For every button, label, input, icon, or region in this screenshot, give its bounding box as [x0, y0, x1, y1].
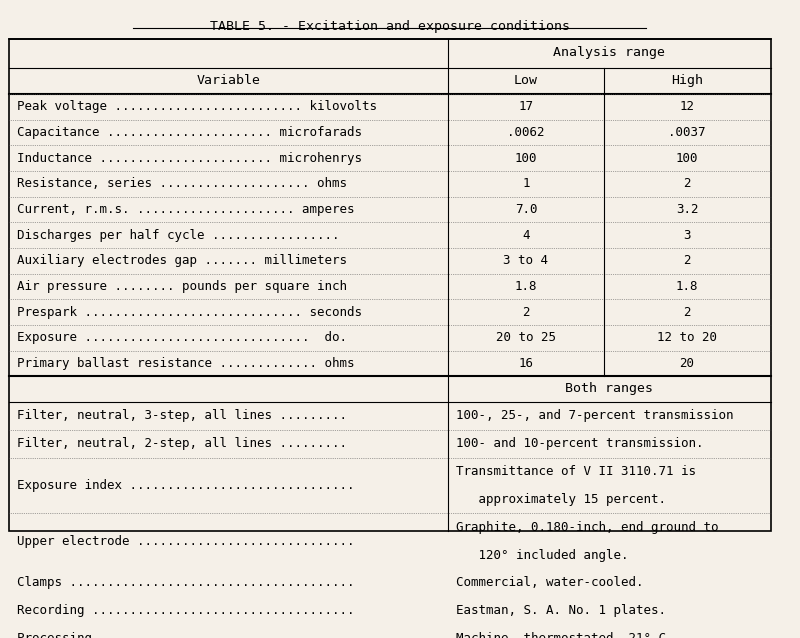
- Text: 3.2: 3.2: [676, 203, 698, 216]
- Text: Upper electrode .............................: Upper electrode ........................…: [17, 535, 354, 547]
- Text: Exposure index ..............................: Exposure index .........................…: [17, 479, 354, 492]
- Text: Analysis range: Analysis range: [554, 46, 666, 59]
- Text: 3: 3: [683, 228, 691, 242]
- Text: 2: 2: [683, 306, 691, 318]
- Text: 2: 2: [683, 255, 691, 267]
- Text: .0062: .0062: [507, 126, 545, 139]
- Text: Primary ballast resistance ............. ohms: Primary ballast resistance .............…: [17, 357, 354, 370]
- Text: .0037: .0037: [668, 126, 706, 139]
- Text: 1.8: 1.8: [676, 280, 698, 293]
- Text: Prespark ............................. seconds: Prespark ............................. s…: [17, 306, 362, 318]
- Text: 12: 12: [680, 100, 694, 114]
- Text: 100: 100: [676, 152, 698, 165]
- Text: 100- and 10-percent transmission.: 100- and 10-percent transmission.: [456, 437, 703, 450]
- Text: Variable: Variable: [197, 73, 261, 87]
- Text: Commercial, water-cooled.: Commercial, water-cooled.: [456, 576, 643, 590]
- Text: Discharges per half cycle .................: Discharges per half cycle ..............…: [17, 228, 339, 242]
- Text: 1: 1: [522, 177, 530, 190]
- Text: Recording ...................................: Recording ..............................…: [17, 604, 354, 617]
- Text: 4: 4: [522, 228, 530, 242]
- Text: approximately 15 percent.: approximately 15 percent.: [456, 493, 666, 506]
- Text: Low: Low: [514, 73, 538, 87]
- Text: Processing ..................................: Processing .............................…: [17, 632, 354, 638]
- Text: 16: 16: [518, 357, 534, 370]
- Text: Eastman, S. A. No. 1 plates.: Eastman, S. A. No. 1 plates.: [456, 604, 666, 617]
- Text: Current, r.m.s. ..................... amperes: Current, r.m.s. ..................... am…: [17, 203, 354, 216]
- Text: High: High: [671, 73, 703, 87]
- Text: TABLE 5. - Excitation and exposure conditions: TABLE 5. - Excitation and exposure condi…: [210, 20, 570, 33]
- Text: 100-, 25-, and 7-percent transmission: 100-, 25-, and 7-percent transmission: [456, 410, 734, 422]
- Text: Auxiliary electrodes gap ....... millimeters: Auxiliary electrodes gap ....... millime…: [17, 255, 347, 267]
- Text: Inductance ....................... microhenrys: Inductance ....................... micro…: [17, 152, 362, 165]
- Text: Both ranges: Both ranges: [566, 382, 654, 395]
- Text: Capacitance ...................... microfarads: Capacitance ...................... micro…: [17, 126, 362, 139]
- Text: 20 to 25: 20 to 25: [496, 331, 556, 345]
- Text: Machine, thermostated, 21° C.: Machine, thermostated, 21° C.: [456, 632, 674, 638]
- Text: 20: 20: [680, 357, 694, 370]
- Text: Air pressure ........ pounds per square inch: Air pressure ........ pounds per square …: [17, 280, 347, 293]
- Text: 1.8: 1.8: [514, 280, 537, 293]
- Text: Graphite, 0.180-inch, end ground to: Graphite, 0.180-inch, end ground to: [456, 521, 718, 534]
- Text: 2: 2: [522, 306, 530, 318]
- Text: Transmittance of V II 3110.71 is: Transmittance of V II 3110.71 is: [456, 465, 696, 478]
- Text: Exposure ..............................  do.: Exposure .............................. …: [17, 331, 347, 345]
- Text: 17: 17: [518, 100, 534, 114]
- Text: 100: 100: [514, 152, 537, 165]
- Text: Clamps ......................................: Clamps .................................…: [17, 576, 354, 590]
- Text: 7.0: 7.0: [514, 203, 537, 216]
- Text: Resistance, series .................... ohms: Resistance, series .................... …: [17, 177, 347, 190]
- Text: 120° included angle.: 120° included angle.: [456, 549, 629, 561]
- Text: 12 to 20: 12 to 20: [657, 331, 717, 345]
- Text: 3 to 4: 3 to 4: [503, 255, 548, 267]
- Text: Filter, neutral, 3-step, all lines .........: Filter, neutral, 3-step, all lines .....…: [17, 410, 347, 422]
- Text: Filter, neutral, 2-step, all lines .........: Filter, neutral, 2-step, all lines .....…: [17, 437, 347, 450]
- Text: 2: 2: [683, 177, 691, 190]
- Text: Peak voltage ......................... kilovolts: Peak voltage ......................... k…: [17, 100, 377, 114]
